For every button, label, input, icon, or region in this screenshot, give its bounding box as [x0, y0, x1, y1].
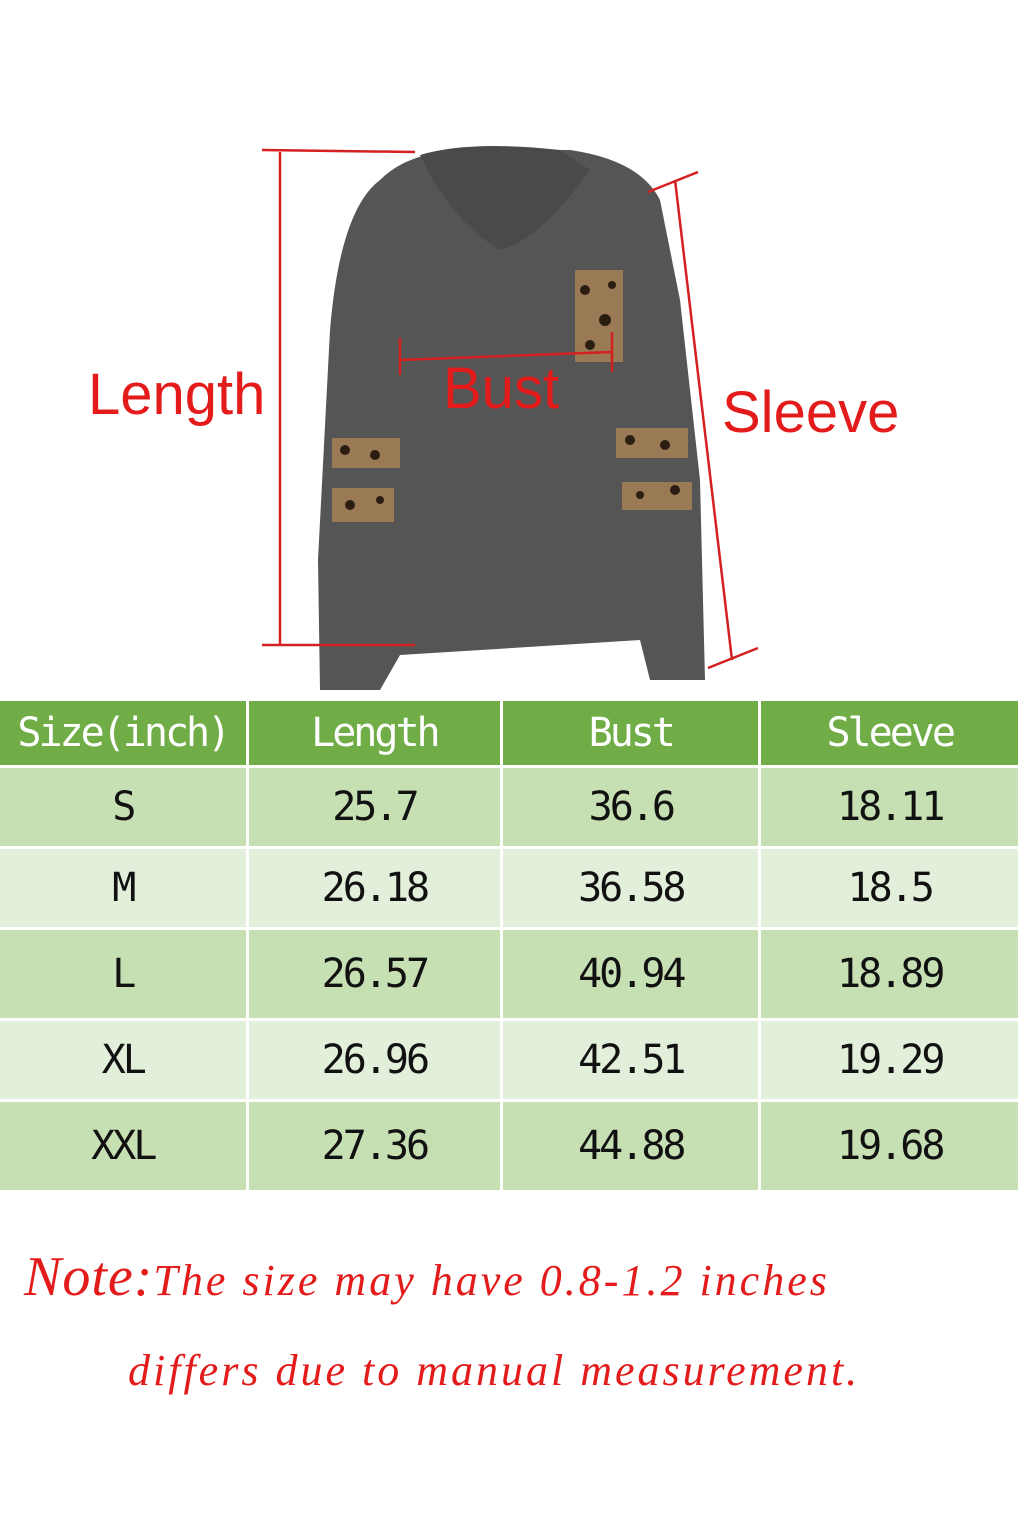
table-row: M 26.18 36.58 18.5: [0, 849, 1018, 927]
leopard-patches: [332, 270, 692, 522]
cell-length: 26.96: [248, 1021, 501, 1099]
cell-sleeve: 18.11: [761, 768, 1018, 846]
table-row: S 25.7 36.6 18.11: [0, 768, 1018, 846]
cell-sleeve: 18.89: [761, 930, 1018, 1018]
hood: [420, 146, 590, 250]
cell-bust: 44.88: [503, 1102, 759, 1190]
cell-sleeve: 19.68: [761, 1102, 1018, 1190]
sleeve-label: Sleeve: [722, 380, 900, 445]
note-line-1: Note:The size may have 0.8-1.2 inches: [24, 1245, 830, 1309]
cell-size: XXL: [0, 1102, 246, 1190]
header-sleeve: Sleeve: [761, 701, 1018, 765]
header-length: Length: [248, 701, 501, 765]
cell-sleeve: 18.5: [761, 849, 1018, 927]
size-table: Size(inch) Length Bust Sleeve S 25.7 36.…: [0, 698, 1021, 1193]
table-row: XXL 27.36 44.88 19.68: [0, 1102, 1018, 1190]
cell-bust: 40.94: [503, 930, 759, 1018]
header-bust: Bust: [503, 701, 759, 765]
note-line-2: differs due to manual measurement.: [128, 1346, 861, 1395]
cell-bust: 36.6: [503, 768, 759, 846]
cell-length: 26.18: [248, 849, 501, 927]
measure-lines: [261, 148, 759, 670]
cell-length: 27.36: [248, 1102, 501, 1190]
cell-length: 25.7: [248, 768, 501, 846]
header-size: Size(inch): [0, 701, 246, 765]
hoodie-illustration: [261, 146, 759, 690]
table-row: XL 26.96 42.51 19.29: [0, 1021, 1018, 1099]
cell-length: 26.57: [248, 930, 501, 1018]
length-label: Length: [88, 362, 266, 427]
table-header-row: Size(inch) Length Bust Sleeve: [0, 701, 1018, 765]
cell-size: XL: [0, 1021, 246, 1099]
leopard-spots: [340, 281, 680, 510]
note-text-1: The size may have 0.8-1.2 inches: [153, 1256, 830, 1305]
cell-bust: 36.58: [503, 849, 759, 927]
table-row: L 26.57 40.94 18.89: [0, 930, 1018, 1018]
cell-size: M: [0, 849, 246, 927]
cell-size: L: [0, 930, 246, 1018]
bust-label: Bust: [443, 356, 560, 421]
note-lead: Note:: [24, 1246, 154, 1308]
cell-bust: 42.51: [503, 1021, 759, 1099]
cell-sleeve: 19.29: [761, 1021, 1018, 1099]
bust-line: [399, 350, 613, 362]
size-diagram: Length Bust Sleeve: [0, 0, 1024, 700]
cell-size: S: [0, 768, 246, 846]
sleeve-line: [673, 179, 734, 661]
